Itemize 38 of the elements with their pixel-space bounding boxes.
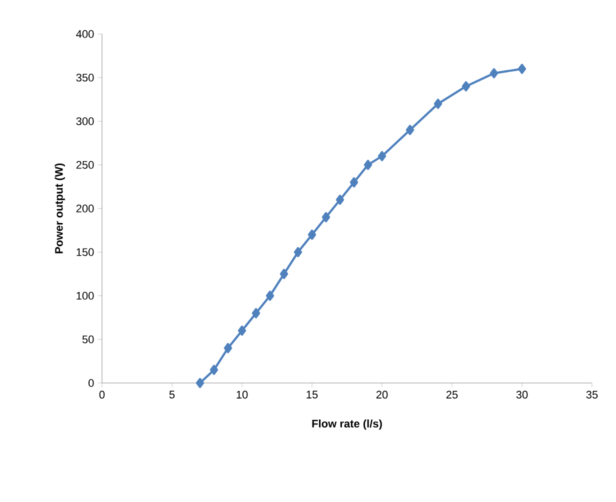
y-tick-label: 400: [76, 30, 94, 38]
y-tick-label: 350: [76, 74, 94, 82]
x-tick-label: 20: [376, 390, 388, 399]
point: [518, 64, 526, 74]
point: [210, 364, 218, 375]
point: [490, 68, 498, 78]
x-tick-label: 10: [236, 390, 248, 399]
y-tick-label: 300: [76, 117, 94, 126]
point: [280, 268, 288, 280]
y-tick-label: 250: [76, 160, 94, 169]
x-axis-title: Flow rate (l/s): [312, 419, 382, 430]
point: [406, 124, 414, 136]
y-tick-label: 200: [76, 204, 94, 212]
y-tick-label: 0: [88, 379, 94, 387]
point: [294, 247, 302, 258]
y-tick-label: 100: [76, 292, 94, 300]
point: [308, 230, 316, 240]
y-axis-title: Power output (W): [54, 164, 65, 254]
x-tick-label: 30: [516, 390, 528, 399]
point: [238, 326, 246, 336]
y-tick-label: 50: [82, 335, 94, 344]
x-tick-label: 15: [306, 390, 318, 398]
x-tick-label: 0: [99, 390, 105, 399]
y-tick-label: 150: [76, 248, 94, 256]
x-tick-label: 25: [446, 390, 458, 399]
point: [252, 308, 260, 318]
point: [434, 98, 442, 109]
x-tick-label: 5: [169, 390, 175, 398]
point: [364, 160, 372, 170]
point: [322, 212, 330, 222]
point: [196, 378, 204, 388]
point: [224, 342, 232, 354]
point: [378, 151, 386, 162]
x-tick-label: 35: [586, 390, 598, 399]
point: [336, 194, 344, 205]
point: [462, 81, 470, 92]
point: [350, 177, 358, 188]
point: [266, 290, 274, 301]
